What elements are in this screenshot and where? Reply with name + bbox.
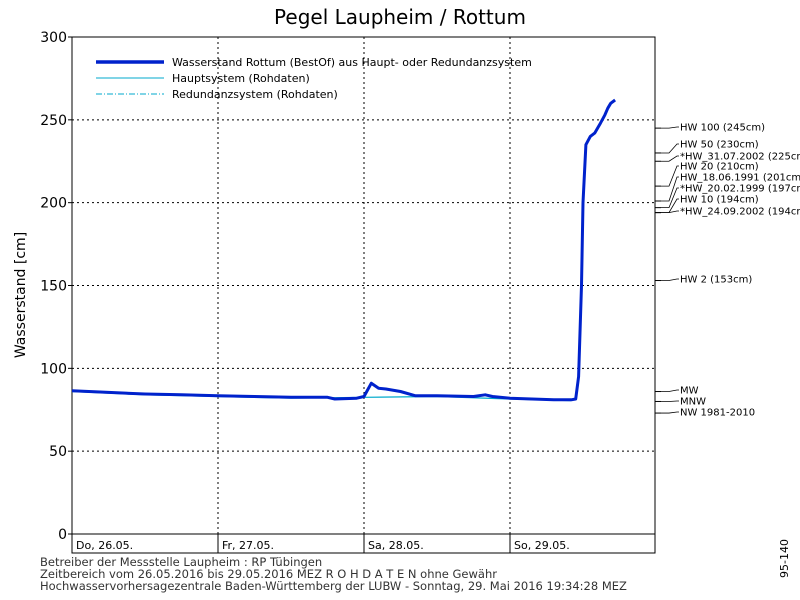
day-label: So, 29.05. <box>514 539 570 552</box>
y-tick-label: 200 <box>40 196 67 212</box>
threshold-leader <box>661 187 679 209</box>
threshold-label: *HW_24.09.2002 (194cm) <box>680 207 800 218</box>
threshold-leader <box>661 143 679 154</box>
threshold-label: MW <box>680 386 699 397</box>
threshold-label: HW 50 (230cm) <box>680 140 759 151</box>
y-tick-label: 50 <box>49 444 67 460</box>
x-axis-days: Do, 26.05. Fr, 27.05. Sa, 28.05. So, 29.05. <box>71 533 655 553</box>
footer-timerange: Zeitbereich vom 26.05.2016 bis 29.05.201… <box>40 567 497 581</box>
y-tick-label: 300 <box>40 30 67 46</box>
threshold-leader <box>661 176 679 202</box>
y-tick-label: 0 <box>58 527 67 543</box>
threshold-leader <box>661 389 679 392</box>
threshold-label: *HW_31.07.2002 (225cm) <box>680 152 800 163</box>
grid <box>72 37 655 534</box>
footer-source: Hochwasservorhersagezentrale Baden-Württ… <box>40 579 627 593</box>
threshold-label: HW 2 (153cm) <box>680 275 752 286</box>
y-tick-label: 100 <box>40 361 67 377</box>
threshold-leader <box>661 126 679 129</box>
footer-operator: Betreiber der Messstelle Laupheim : RP T… <box>40 555 323 569</box>
threshold-label: HW 20 (210cm) <box>680 162 759 173</box>
threshold-label: HW_18.06.1991 (201cm) <box>680 173 800 184</box>
legend-entry: Hauptsystem (Rohdaten) <box>172 72 310 85</box>
legend: Wasserstand Rottum (BestOf) aus Haupt- o… <box>96 56 532 101</box>
threshold-leader <box>661 411 679 414</box>
y-axis-label: Wasserstand [cm] <box>13 232 29 358</box>
legend-entry: Redundanzsystem (Rohdaten) <box>172 88 338 101</box>
chart-title: Pegel Laupheim / Rottum <box>274 5 526 29</box>
threshold-leader <box>661 210 679 214</box>
threshold-label: NW 1981-2010 <box>680 408 755 419</box>
threshold-label: HW 10 (194cm) <box>680 195 759 206</box>
side-label: 95-140 <box>778 539 791 578</box>
threshold-labels: HW 100 (245cm) HW 50 (230cm)*HW_31.07.200… <box>655 123 800 419</box>
threshold-label: *HW_20.02.1999 (197cm) <box>680 184 800 195</box>
threshold-leader <box>661 278 679 281</box>
y-axis: 0 50 100 150 200 250 300 <box>40 30 72 543</box>
day-label: Fr, 27.05. <box>222 539 274 552</box>
legend-entry: Wasserstand Rottum (BestOf) aus Haupt- o… <box>172 56 532 69</box>
series-lines <box>71 98 616 402</box>
plot-frame <box>71 36 656 554</box>
day-label: Sa, 28.05. <box>368 539 424 552</box>
series-line <box>71 98 616 402</box>
threshold-leader <box>661 155 679 162</box>
y-tick-label: 150 <box>40 279 67 295</box>
threshold-label: HW 100 (245cm) <box>680 123 765 134</box>
day-label: Do, 26.05. <box>76 539 133 552</box>
threshold-label: MNW <box>680 397 706 408</box>
threshold-leader <box>661 165 679 187</box>
y-tick-label: 250 <box>40 113 67 129</box>
